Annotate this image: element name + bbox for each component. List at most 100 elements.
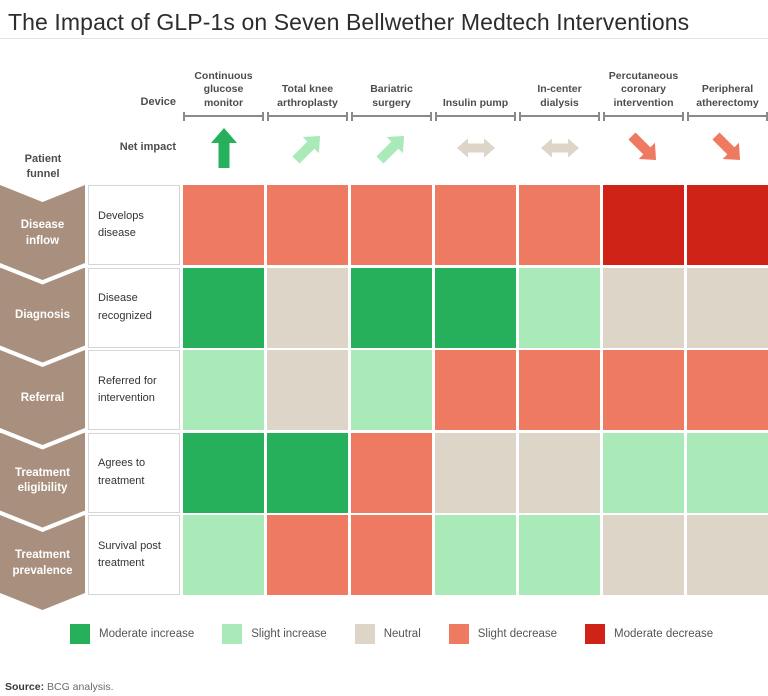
row-description: Survival post treatment [88, 515, 180, 595]
legend-swatch [222, 624, 243, 644]
legend-label: Slight increase [251, 628, 327, 640]
impact-cell [183, 515, 264, 595]
impact-cell [351, 185, 432, 265]
impact-cell [519, 350, 600, 430]
row-description: Agrees to treatment [88, 432, 180, 513]
legend-item: Moderate decrease [585, 624, 713, 644]
range-bracket [267, 111, 348, 121]
impact-cell [687, 267, 768, 348]
left-right-arrow-icon [540, 138, 579, 158]
column-header: Total knee arthroplasty [277, 83, 338, 109]
table-row: Referred for intervention [88, 350, 768, 430]
legend-label: Neutral [383, 628, 421, 640]
impact-cell [519, 185, 600, 265]
source-label: Source: [5, 681, 45, 693]
legend-item: Neutral [354, 624, 421, 644]
impact-matrix: Develops disease Disease recognized Refe… [88, 185, 768, 598]
table-row: Develops disease [88, 185, 768, 265]
impact-cell [183, 267, 264, 348]
impact-cell [435, 350, 516, 430]
legend-swatch [70, 624, 90, 644]
impact-cell [687, 432, 768, 513]
column-header: Insulin pump [442, 96, 509, 109]
impact-cell [603, 515, 684, 595]
range-bracket [519, 111, 600, 121]
range-bracket [351, 111, 432, 121]
funnel-stage: Disease inflow [0, 185, 85, 280]
source-note: Source: BCG analysis. [5, 681, 114, 693]
impact-cell [603, 350, 684, 430]
column-header: Continuous glucose monitor [194, 69, 253, 109]
device-label: Device [140, 96, 176, 108]
impact-cell [687, 515, 768, 595]
column-header: Percutaneous coronary intervention [608, 69, 679, 109]
impact-cell [267, 515, 348, 595]
impact-cell [687, 185, 768, 265]
up-right-arrow-icon [375, 135, 404, 164]
impact-cell [183, 432, 264, 513]
column-header: In-center dialysis [537, 83, 582, 109]
table-row: Agrees to treatment [88, 432, 768, 513]
patient-funnel-label: Patient funnel [24, 153, 62, 180]
up-arrow-icon [210, 128, 237, 168]
impact-cell [687, 350, 768, 430]
impact-cell [267, 267, 348, 348]
impact-cell [183, 350, 264, 430]
impact-cell [435, 267, 516, 348]
legend-item: Slight increase [222, 624, 327, 644]
legend: Moderate increase Slight increase Neutra… [70, 624, 713, 644]
row-description: Develops disease [88, 185, 180, 265]
device-header-row: Continuous glucose monitor Total knee ar… [183, 50, 768, 110]
patient-funnel: Disease inflow Diagnosis Referral Treatm… [0, 185, 85, 615]
net-impact-row [183, 124, 768, 172]
page-title: The Impact of GLP-1s on Seven Bellwether… [8, 9, 690, 35]
impact-cell [519, 432, 600, 513]
impact-cell [519, 267, 600, 348]
title-divider [0, 38, 768, 39]
legend-item: Slight decrease [448, 624, 558, 644]
impact-cell [519, 515, 600, 595]
column-header: Bariatric surgery [370, 83, 413, 109]
impact-cell [351, 267, 432, 348]
impact-cell [183, 185, 264, 265]
range-bracket [183, 111, 264, 121]
impact-cell [603, 432, 684, 513]
table-row: Disease recognized [88, 267, 768, 348]
range-bracket [687, 111, 768, 121]
impact-cell [435, 432, 516, 513]
table-row: Survival post treatment [88, 515, 768, 595]
column-header: Peripheral atherectomy [696, 83, 759, 109]
down-right-arrow-icon [627, 132, 656, 161]
impact-cell [351, 515, 432, 595]
impact-cell [267, 350, 348, 430]
impact-cell [351, 432, 432, 513]
legend-swatch [448, 624, 469, 644]
legend-label: Slight decrease [477, 628, 558, 640]
impact-cell [603, 267, 684, 348]
funnel-stage: Diagnosis [0, 268, 85, 363]
impact-cell [435, 515, 516, 595]
up-right-arrow-icon [291, 135, 320, 164]
impact-cell [267, 432, 348, 513]
funnel-stage: Referral [0, 350, 85, 445]
impact-cell [435, 185, 516, 265]
legend-swatch [585, 624, 606, 644]
down-right-arrow-icon [711, 132, 740, 161]
range-bracket [603, 111, 684, 121]
net-impact-label: Net impact [119, 141, 176, 153]
source-text: BCG analysis. [47, 681, 114, 693]
legend-item: Moderate increase [70, 624, 194, 644]
funnel-stage: Treatment prevalence [0, 515, 85, 610]
column-bracket-row [183, 111, 768, 121]
impact-cell [351, 350, 432, 430]
row-description: Referred for intervention [88, 350, 180, 430]
impact-cell [267, 185, 348, 265]
range-bracket [435, 111, 516, 121]
impact-cell [603, 185, 684, 265]
legend-label: Moderate increase [99, 628, 195, 640]
legend-swatch [354, 624, 375, 644]
left-right-arrow-icon [456, 138, 495, 158]
funnel-stage: Treatment eligibility [0, 433, 85, 528]
legend-label: Moderate decrease [614, 628, 714, 640]
